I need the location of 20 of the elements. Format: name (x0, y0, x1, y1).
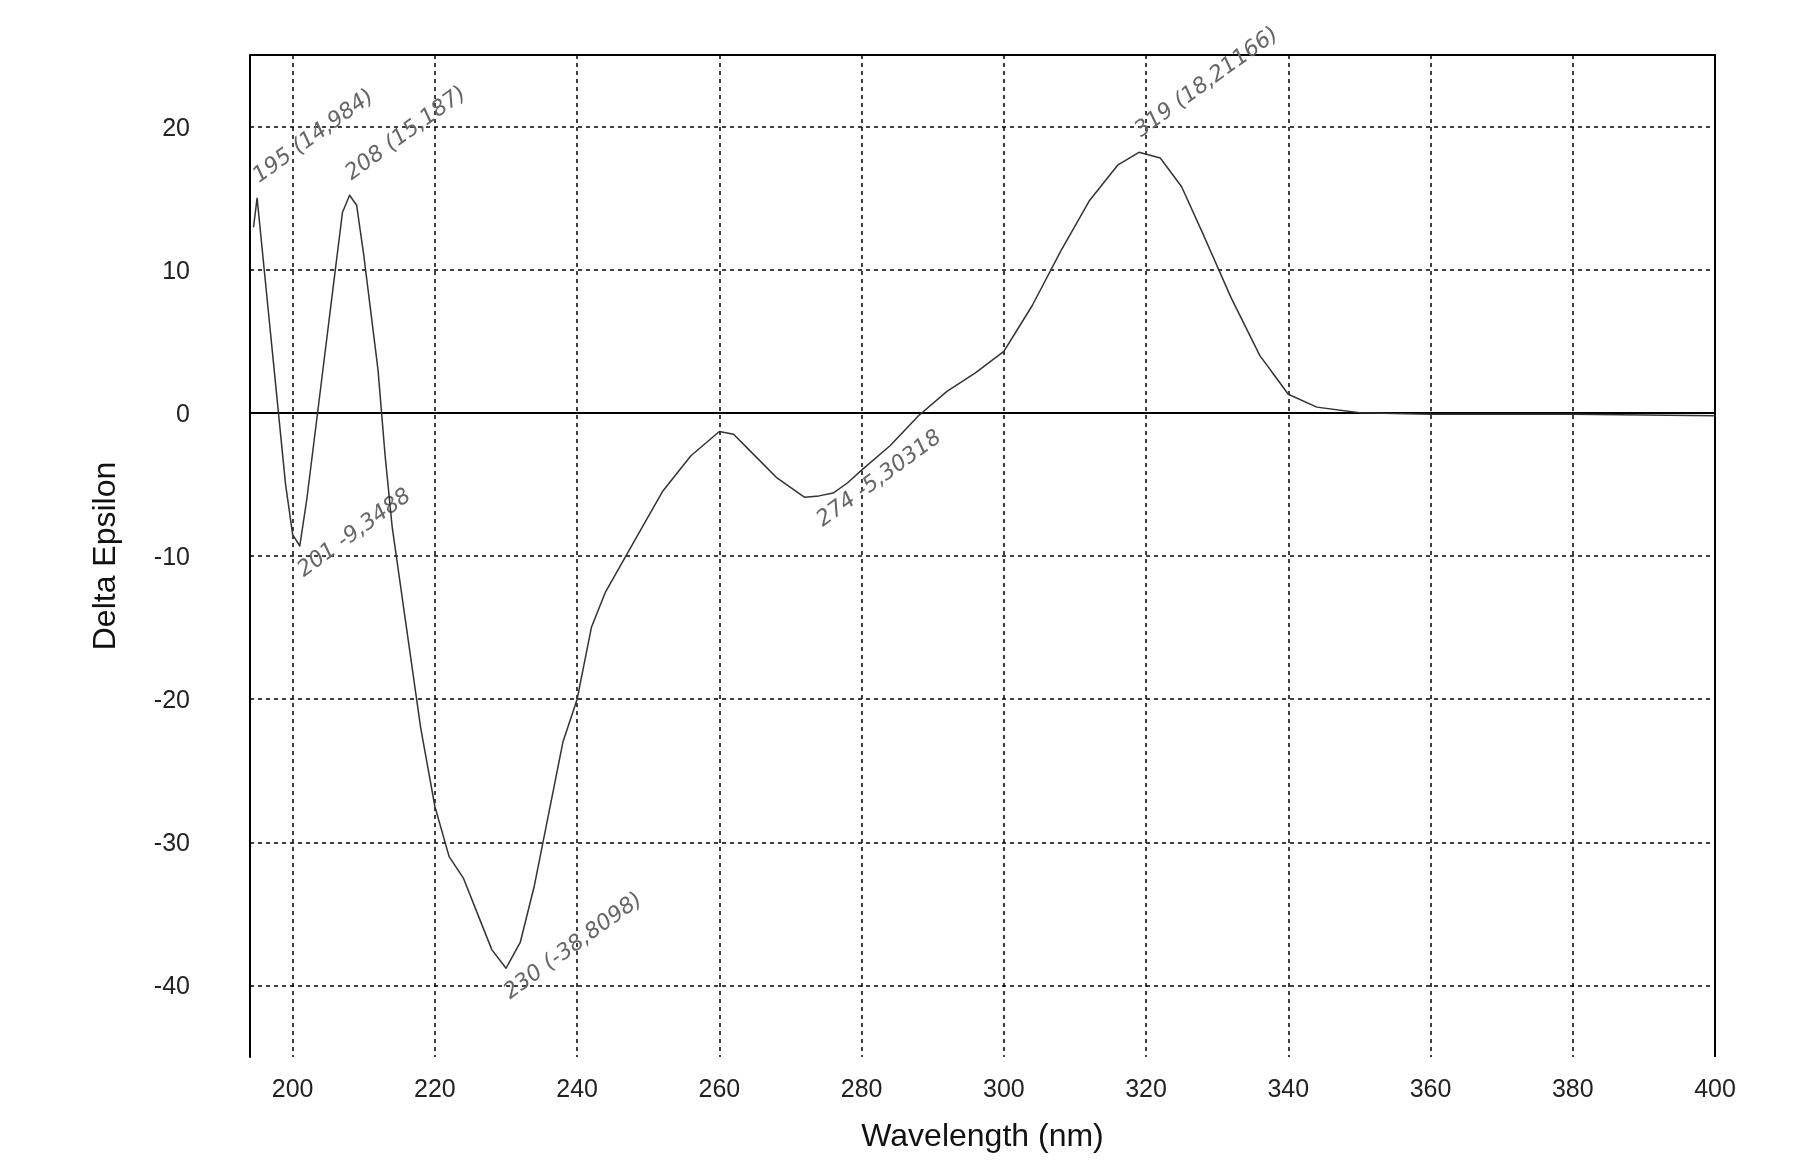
x-tick-label: 240 (556, 1073, 598, 1102)
x-tick-label: 220 (414, 1073, 456, 1102)
x-tick-label: 400 (1694, 1073, 1736, 1102)
x-tick-label: 280 (840, 1073, 883, 1102)
x-tick-label: 260 (698, 1073, 741, 1102)
x-tick-label: 300 (982, 1073, 1025, 1102)
x-tick-label: 360 (1409, 1073, 1452, 1102)
x-axis-title: Wavelength (nm) (861, 1117, 1104, 1153)
y-axis-title: Delta Epsilon (86, 461, 122, 651)
y-tick-label: -40 (153, 971, 190, 1000)
y-tick-label: -10 (153, 542, 190, 570)
y-tick-label: 20 (162, 112, 190, 141)
x-tick-label: 320 (1125, 1073, 1167, 1102)
x-tick-label: 380 (1551, 1073, 1594, 1102)
y-tick-label: 10 (162, 255, 190, 284)
y-tick-label: 0 (176, 398, 190, 427)
x-tick-label: 200 (271, 1073, 314, 1102)
x-tick-label: 340 (1267, 1073, 1310, 1102)
y-tick-label: -20 (153, 685, 190, 714)
y-tick-label: -30 (153, 828, 190, 857)
